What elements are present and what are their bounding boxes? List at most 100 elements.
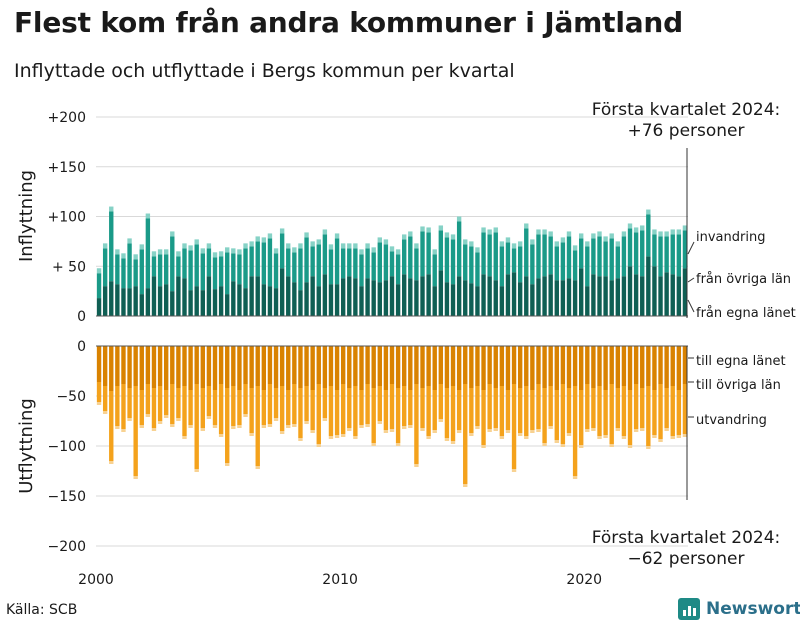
bar-utflyttning-utvandring	[542, 443, 547, 446]
bar-utflyttning-till-egna-länet	[359, 346, 364, 390]
bar-inflyttning-från-egna-länet	[585, 286, 590, 316]
bar-utflyttning-utvandring	[225, 463, 230, 466]
bar-utflyttning-till-egna-länet	[536, 346, 541, 384]
y-tick-label-top: +200	[48, 110, 86, 126]
bar-utflyttning-till-övriga-län	[517, 388, 523, 433]
annotation-bottom-line2: −62 personer	[628, 549, 745, 569]
bar-inflyttning-invandring	[517, 241, 523, 247]
bar-utflyttning-utvandring	[377, 421, 382, 424]
bar-inflyttning-från-egna-länet	[292, 282, 297, 316]
bar-utflyttning-utvandring	[469, 433, 474, 436]
bar-inflyttning-från-övriga-län	[426, 232, 431, 275]
bar-utflyttning-utvandring	[524, 436, 529, 439]
bar-inflyttning-från-egna-länet	[658, 276, 663, 316]
bar-inflyttning-från-övriga-län	[194, 244, 199, 287]
bar-inflyttning-invandring	[328, 244, 334, 250]
bar-utflyttning-till-övriga-län	[603, 390, 608, 435]
bar-utflyttning-till-egna-länet	[493, 346, 498, 388]
bar-inflyttning-från-övriga-län	[249, 246, 254, 277]
bar-inflyttning-från-egna-länet	[682, 268, 688, 316]
bar-utflyttning-till-egna-länet	[194, 346, 199, 384]
bar-utflyttning-till-egna-länet	[121, 346, 126, 384]
bar-inflyttning-invandring	[334, 233, 340, 239]
bar-utflyttning-till-övriga-län	[511, 384, 517, 469]
y-tick-label-top: +100	[48, 210, 86, 226]
legend-leader-top	[687, 277, 695, 283]
bar-utflyttning-till-egna-länet	[347, 346, 352, 388]
page-subtitle: Inflyttade och utflyttade i Bergs kommun…	[14, 60, 515, 82]
bar-inflyttning-från-egna-länet	[493, 280, 498, 316]
bar-inflyttning-från-egna-länet	[145, 288, 151, 316]
bar-inflyttning-invandring	[340, 243, 346, 249]
bar-inflyttning-från-övriga-län	[621, 236, 627, 277]
bar-utflyttning-till-egna-länet	[96, 346, 102, 382]
bar-inflyttning-från-egna-länet	[377, 282, 382, 316]
bar-inflyttning-från-egna-länet	[231, 281, 236, 316]
bar-inflyttning-från-egna-länet	[487, 276, 492, 316]
bar-utflyttning-utvandring	[218, 434, 224, 437]
bar-utflyttning-till-övriga-län	[670, 386, 675, 436]
bar-utflyttning-utvandring	[682, 434, 688, 437]
bar-utflyttning-utvandring	[243, 414, 248, 417]
bar-inflyttning-från-övriga-län	[279, 233, 285, 269]
bar-inflyttning-från-egna-länet	[603, 276, 608, 316]
bar-utflyttning-till-egna-länet	[133, 346, 138, 386]
bar-utflyttning-utvandring	[383, 430, 389, 433]
bar-utflyttning-till-övriga-län	[664, 388, 669, 428]
bar-utflyttning-till-övriga-län	[682, 384, 688, 434]
bar-utflyttning-till-övriga-län	[530, 390, 535, 430]
bar-inflyttning-invandring	[96, 268, 102, 274]
bar-inflyttning-från-övriga-län	[237, 254, 242, 285]
bar-utflyttning-till-övriga-län	[188, 390, 193, 425]
bar-inflyttning-från-övriga-län	[121, 258, 126, 289]
bar-inflyttning-från-egna-länet	[115, 284, 120, 316]
bar-inflyttning-från-övriga-län	[505, 242, 511, 275]
bar-utflyttning-till-övriga-län	[414, 384, 419, 464]
bar-inflyttning-från-egna-länet	[530, 284, 535, 316]
bar-utflyttning-till-övriga-län	[499, 386, 505, 436]
bar-inflyttning-invandring	[218, 251, 224, 257]
bar-inflyttning-invandring	[243, 243, 248, 249]
bar-utflyttning-utvandring	[322, 418, 328, 421]
bar-inflyttning-från-egna-länet	[566, 278, 572, 316]
bar-utflyttning-till-egna-länet	[353, 346, 358, 386]
bar-inflyttning-från-övriga-län	[359, 254, 364, 287]
bar-utflyttning-utvandring	[517, 433, 523, 436]
bar-inflyttning-från-egna-länet	[481, 274, 486, 316]
annotation-top-line2: +76 personer	[628, 121, 745, 141]
bar-inflyttning-från-egna-länet	[347, 276, 352, 316]
bar-utflyttning-utvandring	[572, 476, 578, 479]
bar-inflyttning-från-övriga-län	[554, 246, 559, 281]
bar-utflyttning-utvandring	[420, 428, 425, 431]
bar-utflyttning-till-egna-länet	[597, 346, 602, 386]
bar-utflyttning-till-egna-länet	[139, 346, 144, 390]
bar-inflyttning-invandring	[200, 248, 205, 254]
bar-inflyttning-från-egna-länet	[511, 272, 517, 316]
bar-utflyttning-till-egna-länet	[530, 346, 535, 390]
bar-utflyttning-utvandring	[505, 430, 511, 433]
bar-inflyttning-invandring	[438, 225, 444, 231]
bar-inflyttning-från-övriga-län	[273, 253, 279, 289]
bar-utflyttning-till-övriga-län	[371, 388, 376, 443]
bar-inflyttning-från-övriga-län	[609, 238, 614, 281]
bar-inflyttning-från-övriga-län	[402, 239, 407, 275]
bar-inflyttning-invandring	[633, 227, 639, 233]
bar-utflyttning-till-egna-länet	[102, 346, 108, 386]
bar-inflyttning-invandring	[420, 226, 425, 232]
bar-utflyttning-till-egna-länet	[322, 346, 328, 388]
bar-utflyttning-utvandring	[127, 418, 132, 421]
bar-inflyttning-invandring	[182, 243, 187, 249]
bar-utflyttning-till-övriga-län	[163, 390, 169, 415]
bar-utflyttning-utvandring	[389, 429, 395, 432]
bar-utflyttning-till-egna-länet	[627, 346, 633, 390]
bar-utflyttning-till-egna-länet	[463, 346, 468, 384]
bar-utflyttning-till-egna-länet	[298, 346, 303, 388]
bar-inflyttning-från-egna-länet	[572, 280, 578, 316]
bar-inflyttning-från-egna-länet	[279, 268, 285, 316]
bar-utflyttning-utvandring	[359, 425, 364, 428]
bar-utflyttning-till-övriga-län	[292, 384, 297, 424]
legend-leader-top	[687, 241, 695, 255]
bar-utflyttning-till-egna-länet	[640, 346, 645, 388]
bar-utflyttning-utvandring	[163, 415, 169, 418]
bar-utflyttning-utvandring	[133, 476, 138, 479]
